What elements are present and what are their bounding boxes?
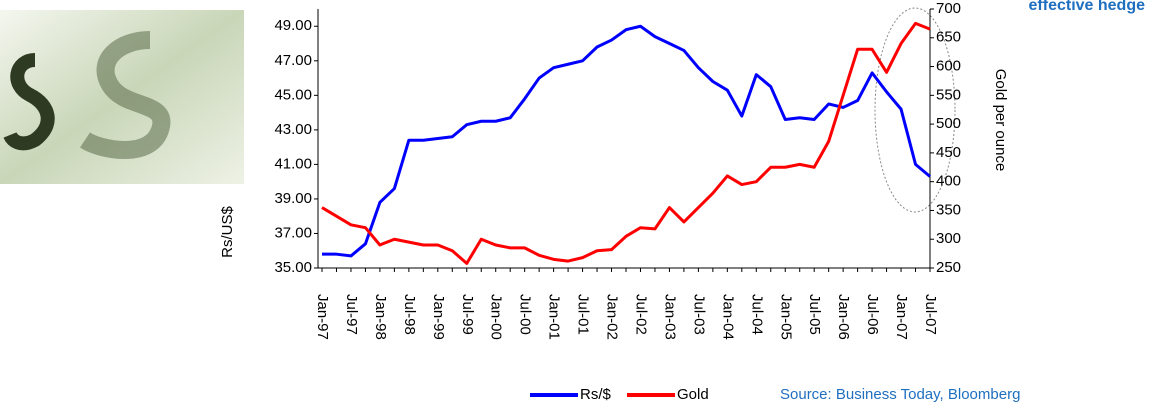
source: Source: Business Today, Bloomberg <box>780 386 1020 403</box>
x-tick-label: Jul-97 <box>343 294 360 335</box>
y2-tick-label: 550 <box>936 86 961 103</box>
x-tick-label: Jan-03 <box>661 294 678 340</box>
y-axis-label: Rs/US$ <box>219 206 236 258</box>
x-tick-label: Jan-00 <box>488 294 505 340</box>
series-line <box>321 21 931 265</box>
x-tick-label: Jul-06 <box>864 294 881 335</box>
x-tick-label: Jul-00 <box>517 294 534 335</box>
y2-tick-label: 600 <box>936 58 961 75</box>
x-tick-label: Jan-05 <box>777 294 794 340</box>
y-tick-label: 47.00 <box>274 52 312 69</box>
x-tick-label: Jan-98 <box>372 294 389 340</box>
x-tick-label: Jan-99 <box>430 294 447 340</box>
y-tick-label: 43.00 <box>274 121 312 138</box>
x-tick-label: Jan-04 <box>719 294 736 340</box>
x-tick-label: Jan-01 <box>546 294 563 340</box>
x-tick-label: Jul-05 <box>806 294 823 335</box>
x-tick-label: Jul-01 <box>575 294 592 335</box>
y2-tick-label: 700 <box>936 0 961 17</box>
highlight-ellipse <box>874 7 956 213</box>
x-tick-label: Jul-04 <box>748 294 765 335</box>
y-tick-label: 49.00 <box>274 17 312 34</box>
y2-tick-label: 250 <box>936 259 961 276</box>
series-line <box>322 24 931 258</box>
y2-tick-label: 500 <box>936 115 961 132</box>
y2-tick-label: 450 <box>936 144 961 161</box>
annotation: effective hedge <box>1029 0 1146 14</box>
y2-tick-label: 300 <box>936 230 961 247</box>
x-tick-label: Jul-99 <box>459 294 476 335</box>
y-tick-label: 37.00 <box>274 224 312 241</box>
y-tick-label: 35.00 <box>274 259 312 276</box>
x-tick-label: Jul-02 <box>633 294 650 335</box>
dollar-picture <box>0 10 244 184</box>
legend-label: Gold <box>677 386 709 403</box>
x-tick-label: Jul-98 <box>401 294 418 335</box>
y-tick-label: 45.00 <box>274 86 312 103</box>
legend-label: Rs/$ <box>580 386 612 403</box>
x-tick-label: Jul-07 <box>922 294 939 335</box>
x-tick-label: Jan-97 <box>314 294 331 340</box>
x-tick-label: Jan-02 <box>604 294 621 340</box>
y2-tick-label: 400 <box>936 173 961 190</box>
x-tick-label: Jul-03 <box>690 294 707 335</box>
y-tick-label: 41.00 <box>274 155 312 172</box>
y2-axis-label: Gold per ounce <box>992 69 1009 172</box>
y2-tick-label: 650 <box>936 29 961 46</box>
y2-tick-label: 350 <box>936 201 961 218</box>
x-tick-label: Jan-07 <box>893 294 910 340</box>
y-tick-label: 39.00 <box>274 190 312 207</box>
x-tick-label: Jan-06 <box>835 294 852 340</box>
